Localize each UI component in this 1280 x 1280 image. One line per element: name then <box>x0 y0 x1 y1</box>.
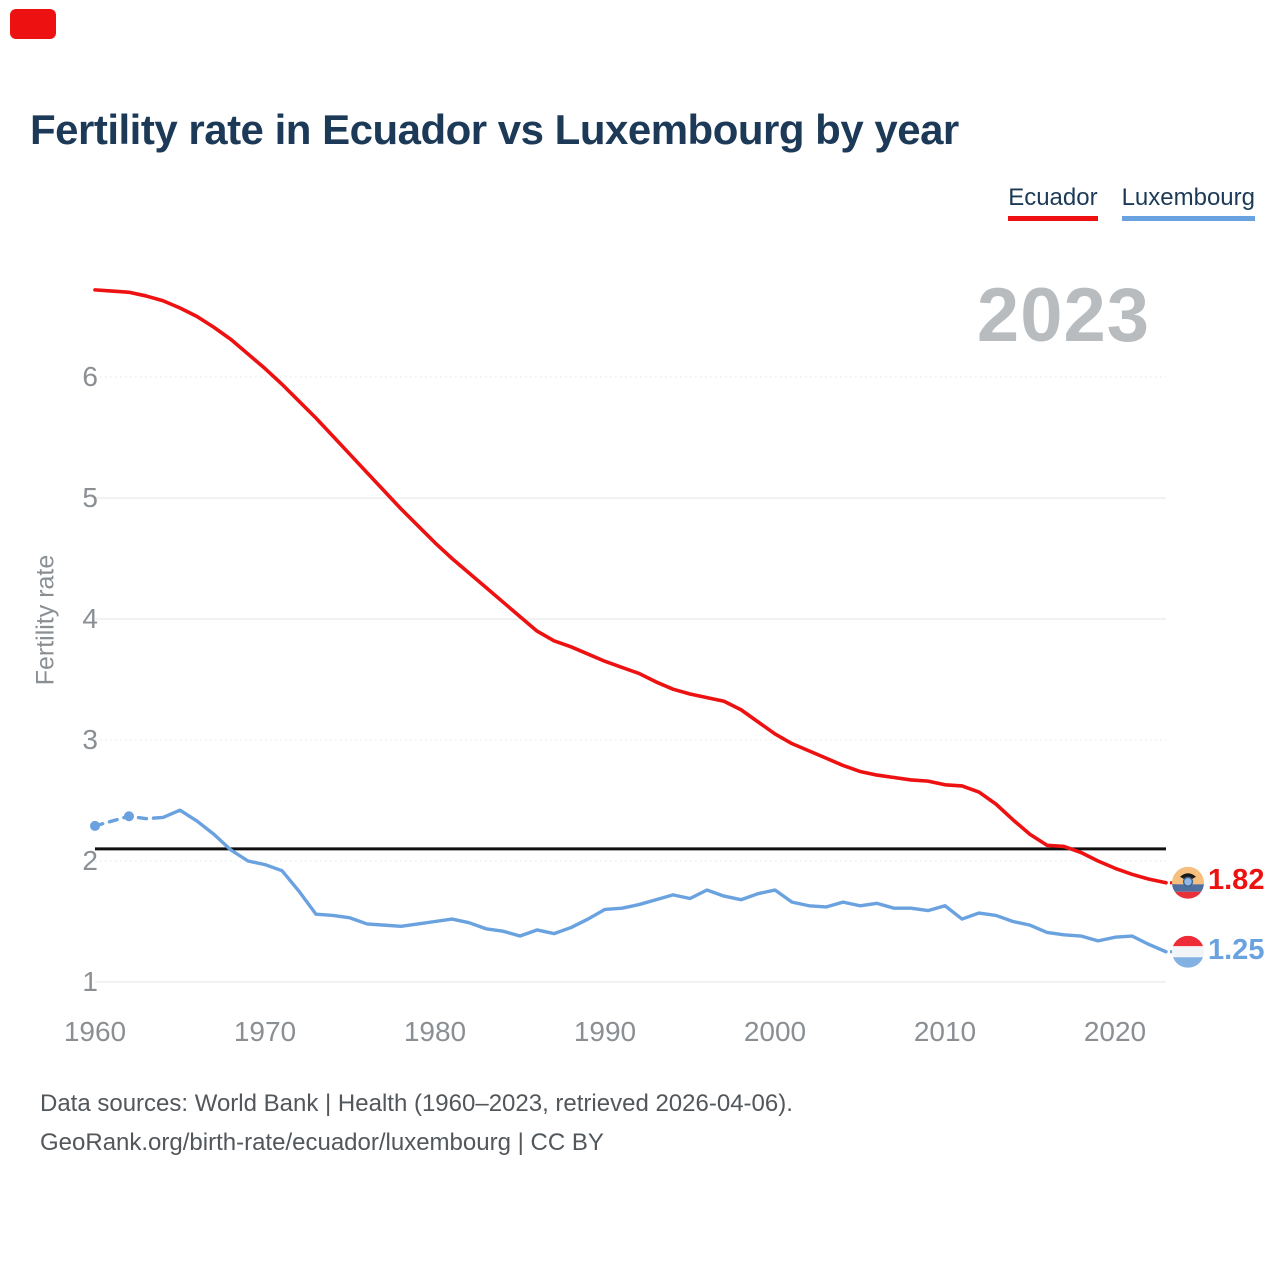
ecuador-line <box>93 288 1168 885</box>
luxembourg-estimate-marker <box>124 811 134 822</box>
y-tick-5: 5 <box>82 482 98 513</box>
x-tick-2010: 2010 <box>913 1016 977 1047</box>
ecuador-end-value: 1.82 <box>1208 864 1265 896</box>
legend-item-ecuador[interactable]: Ecuador <box>1008 184 1098 221</box>
ecuador-flag-icon-band1 <box>1172 884 1204 892</box>
y-tick-6: 6 <box>82 361 98 392</box>
ecuador-condor <box>1180 873 1196 880</box>
x-tick-2000: 2000 <box>743 1016 807 1047</box>
ecuador-flag-icon-band2 <box>1172 891 1204 899</box>
x-tick-1980: 1980 <box>403 1016 467 1047</box>
y-tick-1: 1 <box>82 966 98 997</box>
luxembourg-line <box>161 808 1168 954</box>
ecuador-globe <box>1182 876 1194 887</box>
x-tick-1990: 1990 <box>573 1016 637 1047</box>
luxembourg-flag-icon-band1 <box>1172 946 1204 958</box>
footer-attribution: Data sources: World Bank | Health (1960–… <box>40 1084 793 1162</box>
watermark-year: 2023 <box>976 273 1150 358</box>
x-tick-1970: 1970 <box>233 1016 297 1047</box>
y-tick-2: 2 <box>82 845 98 876</box>
luxembourg-flag-icon <box>1172 935 1204 968</box>
luxembourg-flag-icon-band2 <box>1172 957 1204 968</box>
legend-item-luxembourg[interactable]: Luxembourg <box>1121 184 1255 221</box>
page-title: Fertility rate in Ecuador vs Luxembourg … <box>30 106 959 153</box>
data-sources-line: Data sources: World Bank | Health (1960–… <box>40 1090 793 1117</box>
source-url-line: GeoRank.org/birth-rate/ecuador/luxembour… <box>40 1129 604 1156</box>
brand-corner-badge <box>10 9 56 39</box>
x-tick-2020: 2020 <box>1083 1016 1147 1047</box>
luxembourg-estimate-marker <box>90 820 100 831</box>
luxembourg-flag-icon-band0 <box>1172 935 1204 947</box>
y-tick-4: 4 <box>82 603 98 634</box>
y-tick-3: 3 <box>82 724 98 755</box>
legend: Ecuador Luxembourg <box>1008 184 1255 221</box>
x-tick-1960: 1960 <box>63 1016 127 1047</box>
ecuador-flag-icon <box>1172 866 1204 899</box>
luxembourg-end-value: 1.25 <box>1208 934 1265 966</box>
